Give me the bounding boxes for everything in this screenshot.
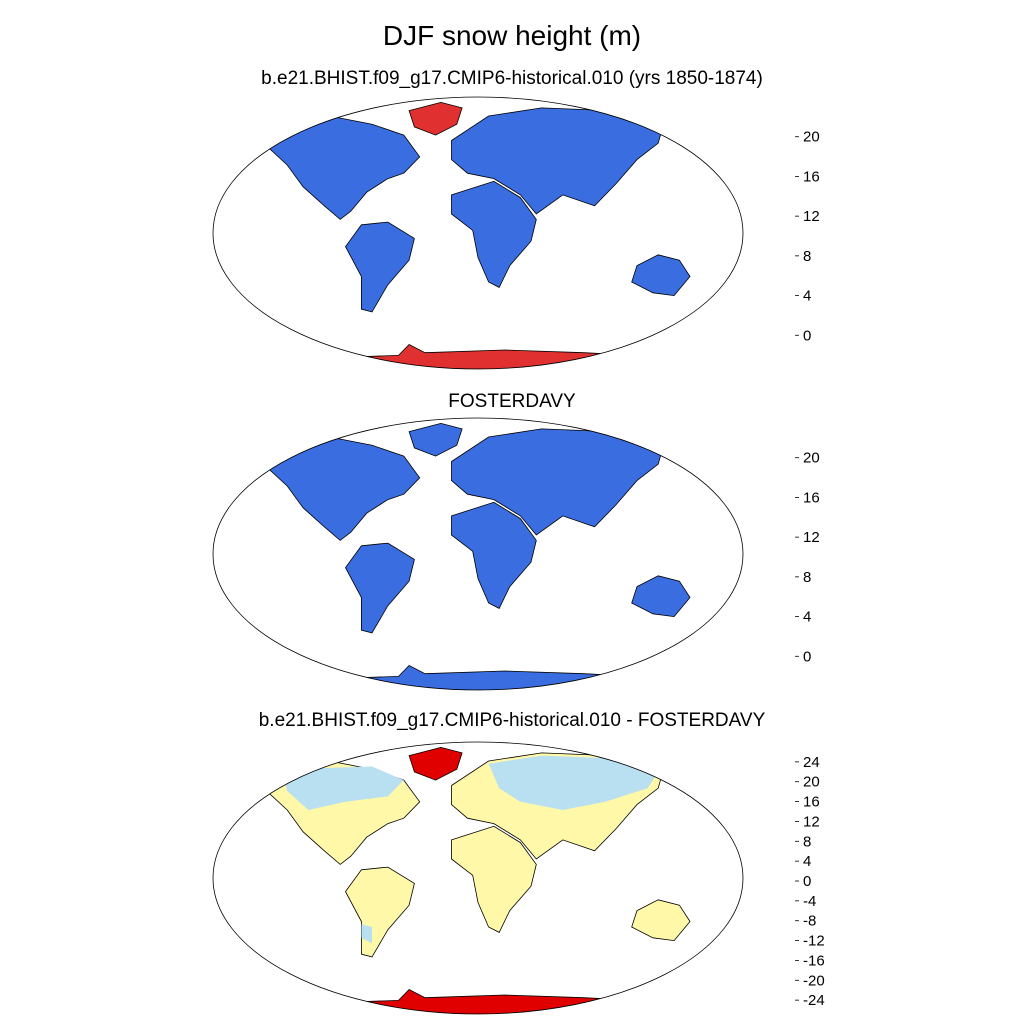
land-northAmerica: [260, 115, 421, 220]
cold-anomaly-2: [361, 924, 372, 944]
colorbar-label: 16: [803, 489, 820, 506]
colorbar-label: -12: [803, 933, 825, 950]
land-greenland: [408, 422, 463, 457]
colorbar-label: -4: [803, 893, 816, 910]
colorbar-label: 0: [803, 327, 811, 344]
land-greenland: [408, 746, 463, 781]
cold-anomaly-1: [488, 755, 659, 810]
colorbar-label: -16: [803, 952, 825, 969]
colorbar-label: -24: [803, 992, 825, 1009]
map-panel-model: [212, 96, 744, 370]
colorbar-label: 12: [803, 208, 820, 225]
panel-title-diff: b.e21.BHIST.f09_g17.CMIP6-historical.010…: [258, 710, 766, 731]
colorbar-obs: 20 16 12 8 4 0: [795, 450, 820, 665]
colorbar-label: 8: [803, 248, 811, 265]
colorbar-label: -20: [803, 972, 825, 989]
map-border: [212, 417, 744, 691]
colorbar-label: 16: [803, 794, 820, 811]
colorbar-label: 8: [803, 569, 811, 586]
colorbar-label: 4: [803, 288, 811, 305]
colorbar-label: 8: [803, 833, 811, 850]
colorbar-label: 4: [803, 853, 811, 870]
colorbar-label: 20: [803, 774, 820, 791]
land-africa: [451, 180, 537, 288]
map-panel-diff: [212, 741, 744, 1015]
colorbar-label: 0: [803, 648, 811, 665]
cold-anomaly-0: [281, 766, 404, 810]
land-africa: [451, 825, 537, 933]
figure-title: DJF snow height (m): [382, 20, 642, 51]
colorbar-label: 24: [803, 754, 820, 771]
map-panel-obs: [212, 417, 744, 691]
land-southAmerica: [345, 221, 415, 313]
map-border: [212, 741, 744, 1015]
colorbar-label: 0: [803, 873, 811, 890]
map-border: [212, 96, 744, 370]
land-australia: [631, 899, 691, 942]
colorbar-label: -8: [803, 913, 816, 930]
colorbar-model: 20 16 12 8 4 0: [795, 129, 820, 344]
panel-title-model: b.e21.BHIST.f09_g17.CMIP6-historical.010…: [261, 68, 763, 89]
land-greenland: [408, 101, 463, 136]
land-australia: [631, 254, 691, 297]
land-eurasia: [451, 428, 664, 536]
colorbar-label: 20: [803, 450, 820, 467]
land-northAmerica: [260, 436, 421, 541]
land-africa: [451, 501, 537, 609]
land-australia: [631, 575, 691, 618]
colorbar-diff: 24 20 16 12 8 4 0 -4 -8 -12 -16 -20 -24: [795, 754, 825, 1009]
colorbar-label: 16: [803, 168, 820, 185]
colorbar-label: 12: [803, 529, 820, 546]
land-eurasia: [451, 107, 664, 215]
panel-title-obs: FOSTERDAVY: [448, 391, 576, 412]
colorbar-label: 4: [803, 609, 811, 626]
colorbar-label: 12: [803, 813, 820, 830]
land-southAmerica: [345, 542, 415, 634]
colorbar-label: 20: [803, 129, 820, 146]
